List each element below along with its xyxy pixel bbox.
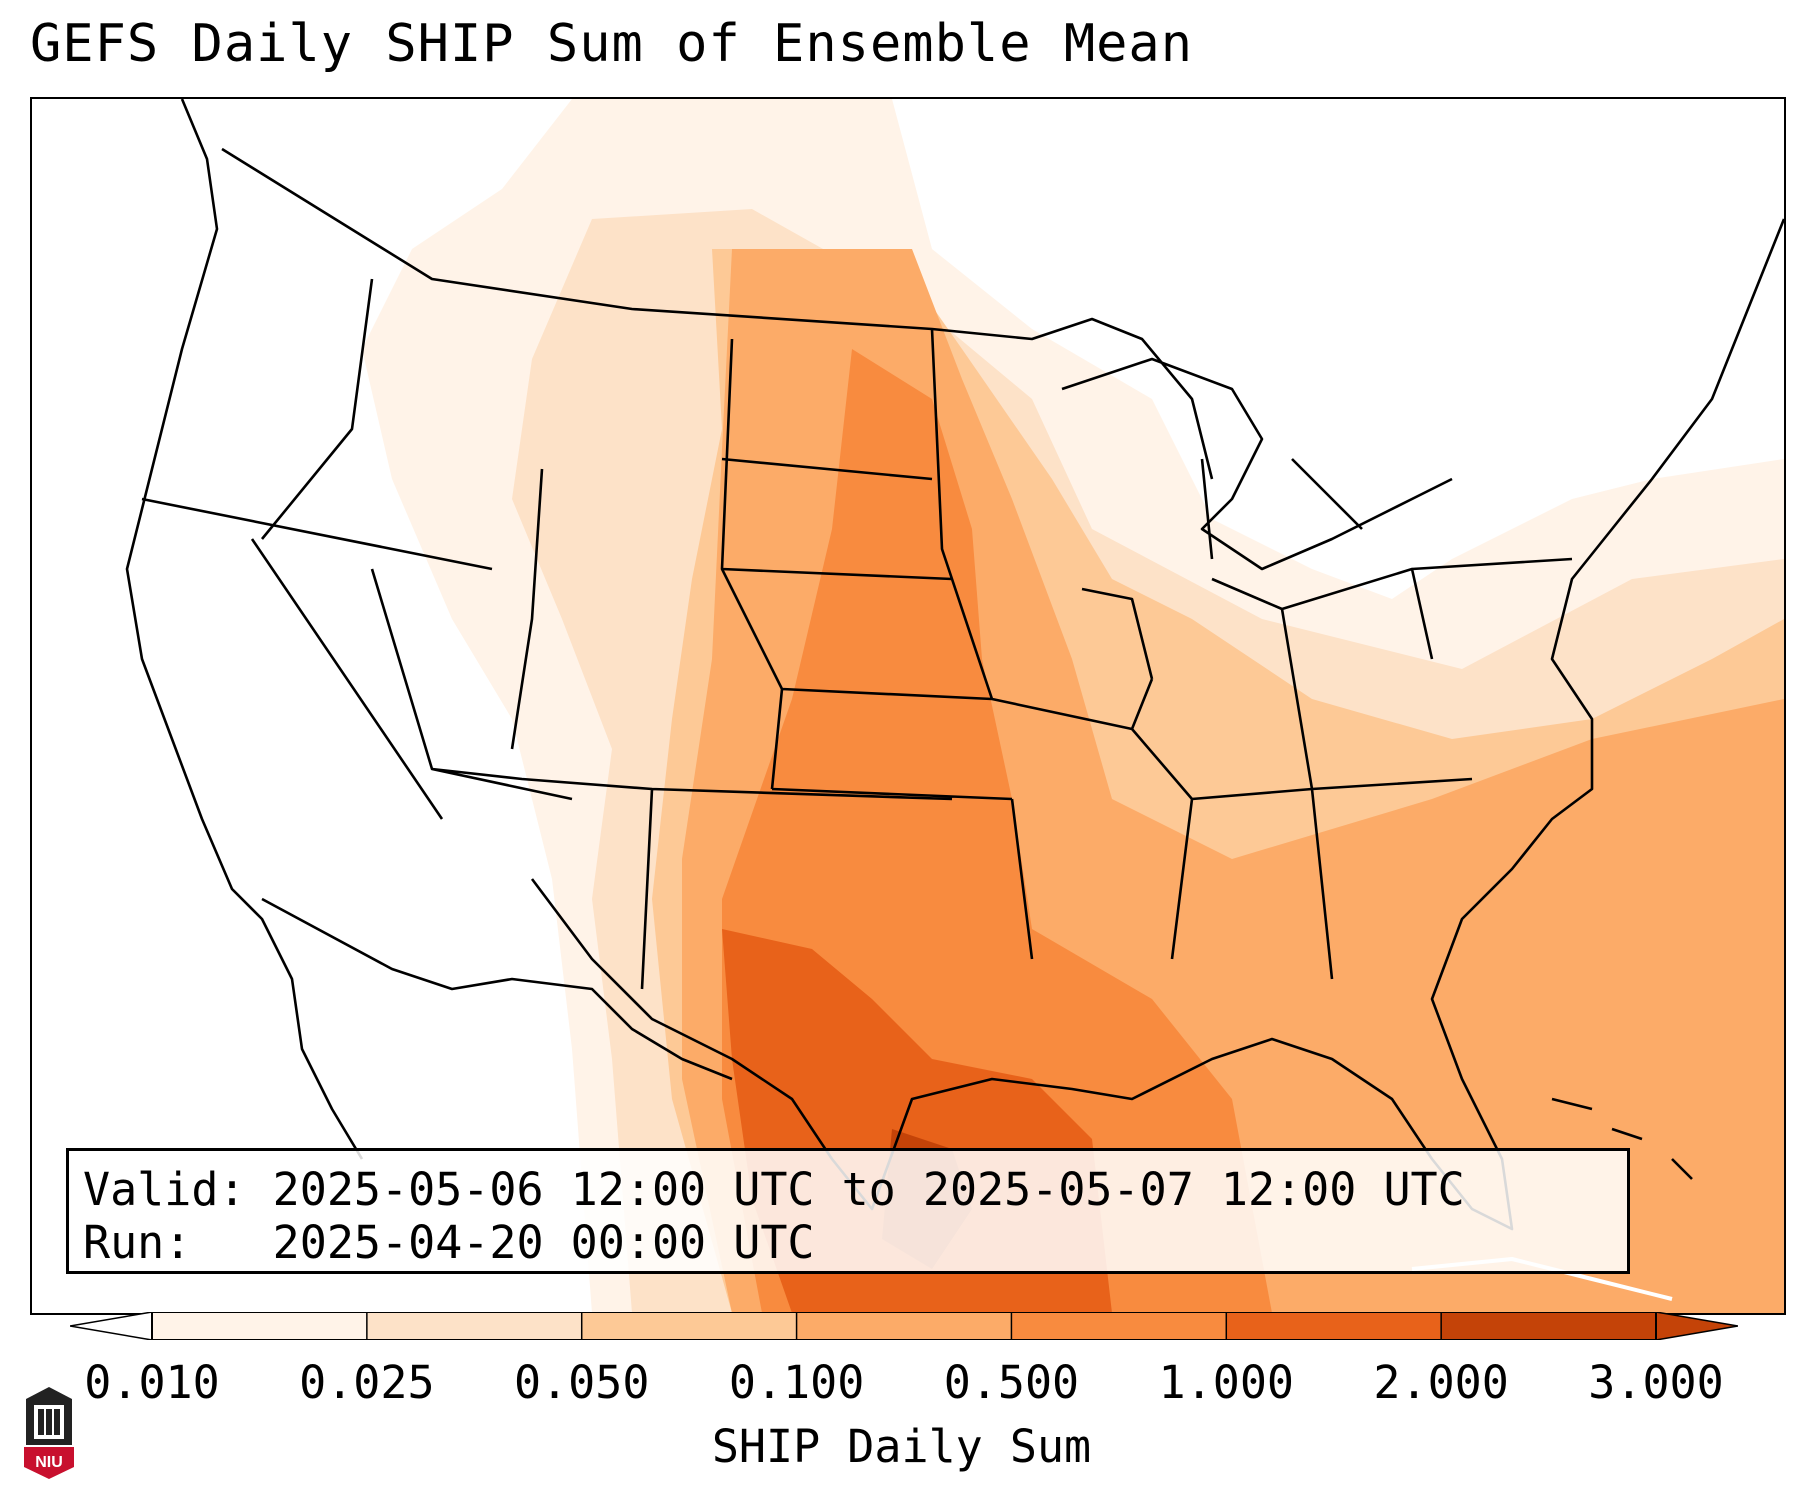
colorbar-segment <box>1441 1312 1657 1340</box>
valid-run-info-box: Valid: 2025-05-06 12:00 UTC to 2025-05-0… <box>66 1148 1630 1274</box>
colorbar-tick-label: 2.000 <box>1373 1356 1509 1409</box>
state-lines <box>141 278 1573 990</box>
valid-label: Valid: <box>83 1163 246 1216</box>
colorbar-segments <box>152 1312 1657 1340</box>
bahamas <box>1551 1097 1693 1180</box>
ship-field <box>362 99 1784 1313</box>
colorbar-segment <box>1011 1312 1227 1340</box>
colorbar-tick-label: 3.000 <box>1588 1356 1724 1409</box>
colorbar-segment <box>581 1312 798 1340</box>
colorbar-extend-right <box>1655 1312 1738 1340</box>
colorbar-tick-label: 0.500 <box>943 1356 1080 1409</box>
colorbar-tick-label: 0.100 <box>728 1356 865 1409</box>
colorbar <box>70 1312 1738 1340</box>
valid-line: Valid: 2025-05-06 12:00 UTC to 2025-05-0… <box>83 1163 1613 1216</box>
run-text: 2025-04-20 00:00 UTC <box>272 1216 815 1269</box>
map-panel <box>30 97 1786 1315</box>
run-label: Run: <box>83 1216 192 1269</box>
colorbar-ticks <box>151 1312 1657 1340</box>
map-svg <box>125 99 1784 1313</box>
coastline-west <box>125 99 364 1160</box>
colorbar-tick-label: 0.010 <box>84 1356 220 1409</box>
valid-text: 2025-05-06 12:00 UTC to 2025-05-07 12:00… <box>272 1163 1465 1216</box>
run-line: Run: 2025-04-20 00:00 UTC <box>83 1216 1613 1269</box>
boundaries <box>125 99 1784 1301</box>
colorbar-segment <box>152 1312 368 1340</box>
map-title: GEFS Daily SHIP Sum of Ensemble Mean <box>30 14 1194 74</box>
colorbar-label: SHIP Daily Sum <box>711 1420 1092 1473</box>
colorbar-tick-label: 0.025 <box>299 1356 435 1409</box>
great-lakes <box>1061 357 1453 571</box>
colorbar-segment <box>366 1312 583 1340</box>
border-mexico <box>261 897 733 1081</box>
svg-text:NIU: NIU <box>35 1454 63 1471</box>
colorbar-segment <box>796 1312 1012 1340</box>
niu-logo: NIU <box>24 1387 74 1479</box>
border-canada <box>221 147 1214 480</box>
colorbar-tick-label: 1.000 <box>1158 1356 1295 1409</box>
colorbar-tick-label: 0.050 <box>513 1356 650 1409</box>
colorbar-segment <box>1226 1312 1442 1340</box>
colorbar-extend-left <box>70 1312 153 1340</box>
